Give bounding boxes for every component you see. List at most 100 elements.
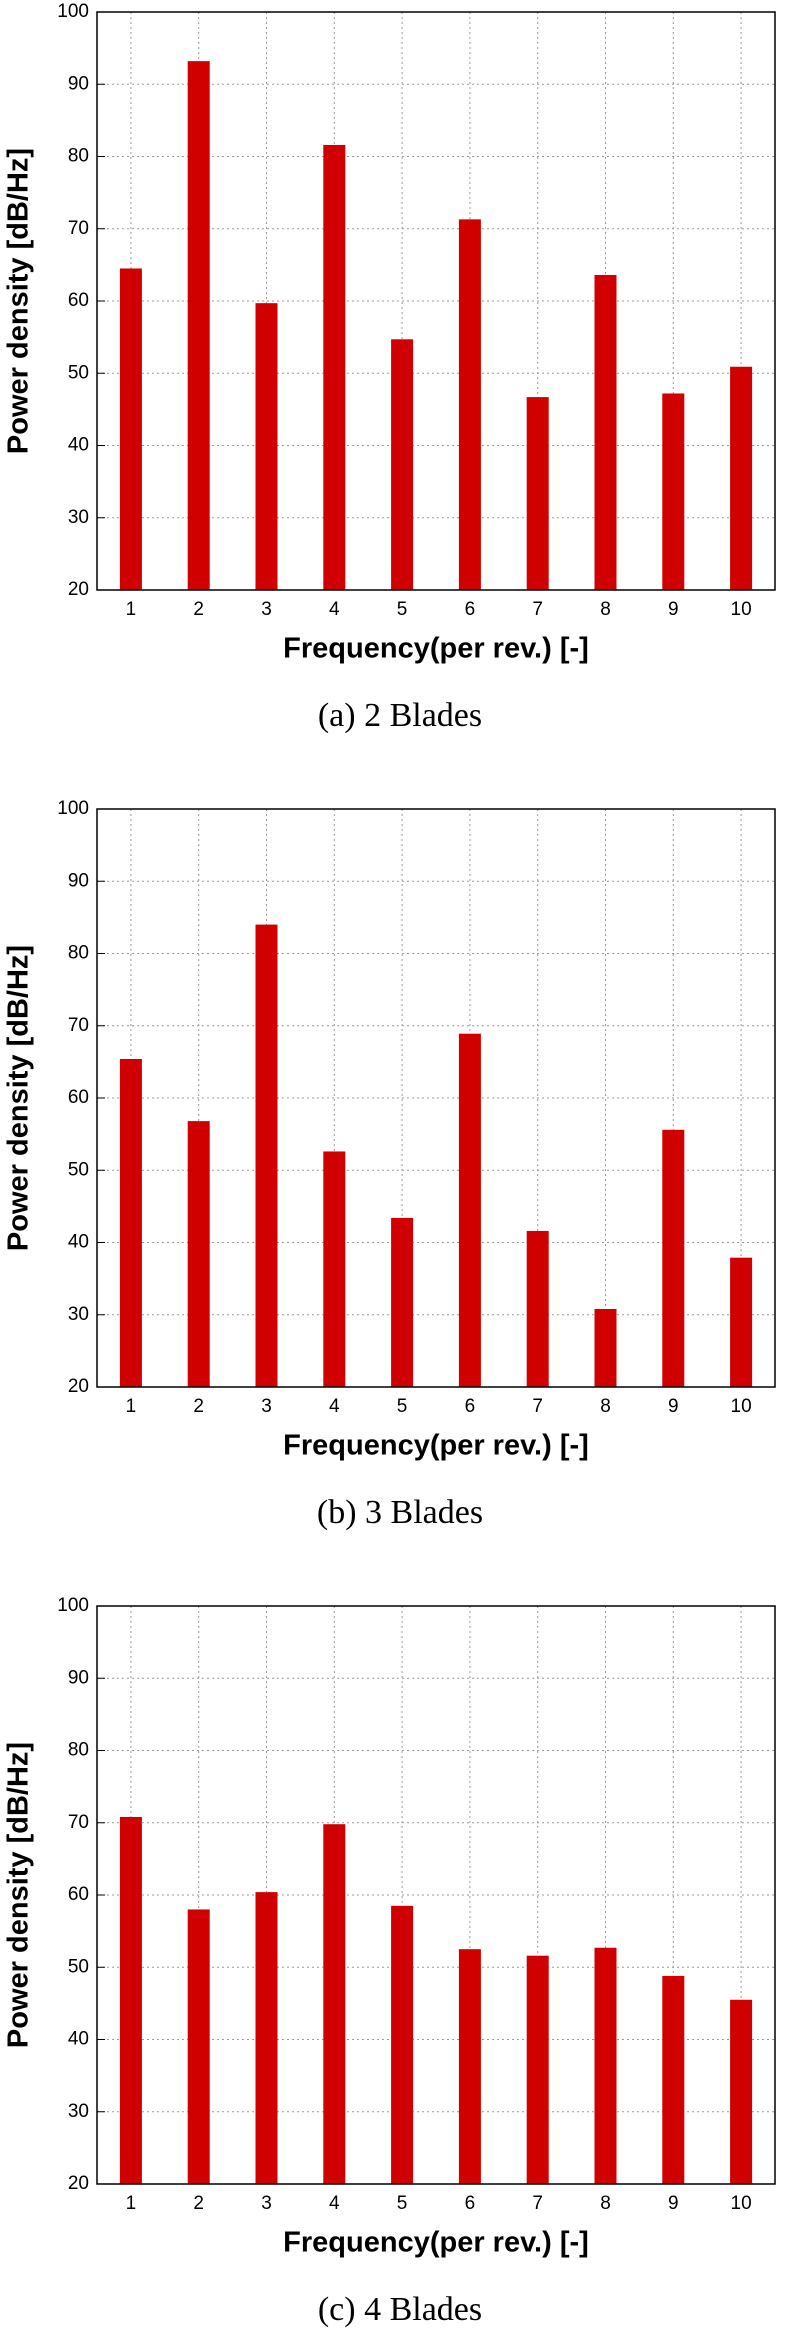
y-tick-label: 70 xyxy=(68,218,89,239)
plot-frame xyxy=(96,1605,776,2185)
x-tick-label: 8 xyxy=(600,2193,611,2214)
y-tick-label: 80 xyxy=(68,146,89,167)
y-tick-label: 90 xyxy=(68,73,89,94)
bar xyxy=(458,1949,481,2184)
plot-frame xyxy=(96,808,776,1388)
bar xyxy=(187,1909,210,2184)
bar xyxy=(662,1975,685,2184)
bar xyxy=(526,397,549,590)
x-tick-label: 2 xyxy=(193,1396,204,1417)
bar xyxy=(594,1947,617,2184)
x-axis-label: Frequency(per rev.) [-] xyxy=(283,633,589,665)
bar xyxy=(323,1824,346,2184)
x-tick-label: 6 xyxy=(465,599,476,620)
x-tick-label: 1 xyxy=(126,599,137,620)
bar xyxy=(187,1121,210,1387)
x-tick-label: 10 xyxy=(731,2193,752,2214)
x-tick-label: 6 xyxy=(465,2193,476,2214)
x-tick-label: 1 xyxy=(126,2193,137,2214)
y-tick-label: 60 xyxy=(68,1884,89,1905)
y-tick-label: 30 xyxy=(68,2101,89,2122)
x-tick-label: 2 xyxy=(193,2193,204,2214)
y-tick-label: 30 xyxy=(68,1304,89,1325)
bar xyxy=(391,1217,414,1387)
y-tick-label: 50 xyxy=(68,1159,89,1180)
bar xyxy=(323,1151,346,1387)
x-tick-label: 5 xyxy=(397,599,408,620)
x-tick-label: 6 xyxy=(465,1396,476,1417)
y-axis-label: Power density [dB/Hz] xyxy=(3,1742,35,2048)
x-tick-label: 7 xyxy=(532,2193,543,2214)
x-tick-label: 10 xyxy=(731,599,752,620)
y-tick-label: 100 xyxy=(57,798,89,819)
x-tick-label: 2 xyxy=(193,599,204,620)
bar xyxy=(526,1955,549,2184)
x-tick-label: 7 xyxy=(532,599,543,620)
y-tick-label: 20 xyxy=(68,1376,89,1397)
bar xyxy=(594,274,617,590)
y-tick-label: 60 xyxy=(68,290,89,311)
bar xyxy=(526,1230,549,1387)
bar xyxy=(730,1257,753,1387)
x-tick-label: 9 xyxy=(668,1396,679,1417)
y-tick-label: 20 xyxy=(68,579,89,600)
y-tick-label: 100 xyxy=(57,1,89,22)
bar xyxy=(662,1129,685,1387)
y-tick-label: 40 xyxy=(68,1232,89,1253)
y-tick-label: 60 xyxy=(68,1087,89,1108)
bar xyxy=(119,268,142,590)
x-tick-label: 1 xyxy=(126,1396,137,1417)
plot-frame xyxy=(96,11,776,591)
x-tick-label: 3 xyxy=(261,2193,272,2214)
caption: (a) 2 Blades xyxy=(318,697,482,734)
y-tick-label: 40 xyxy=(68,435,89,456)
bar xyxy=(391,339,414,590)
bar xyxy=(119,1816,142,2184)
bar xyxy=(255,303,278,590)
x-tick-label: 4 xyxy=(329,2193,340,2214)
bar xyxy=(323,144,346,590)
bar xyxy=(119,1058,142,1387)
x-tick-label: 4 xyxy=(329,1396,340,1417)
x-axis-label: Frequency(per rev.) [-] xyxy=(283,2227,589,2259)
bar xyxy=(255,924,278,1387)
bar xyxy=(391,1905,414,2184)
bar xyxy=(458,219,481,591)
x-tick-label: 9 xyxy=(668,2193,679,2214)
x-tick-label: 3 xyxy=(261,1396,272,1417)
x-axis-label: Frequency(per rev.) [-] xyxy=(283,1430,589,1462)
y-tick-label: 80 xyxy=(68,943,89,964)
y-tick-label: 50 xyxy=(68,362,89,383)
x-tick-label: 3 xyxy=(261,599,272,620)
y-tick-label: 30 xyxy=(68,507,89,528)
x-tick-label: 8 xyxy=(600,1396,611,1417)
x-tick-label: 9 xyxy=(668,599,679,620)
y-tick-label: 80 xyxy=(68,1740,89,1761)
x-tick-label: 4 xyxy=(329,599,340,620)
bar xyxy=(730,1999,753,2184)
bar xyxy=(187,61,210,590)
y-tick-label: 90 xyxy=(68,1667,89,1688)
bar xyxy=(662,393,685,590)
y-tick-label: 50 xyxy=(68,1956,89,1977)
x-tick-label: 5 xyxy=(397,1396,408,1417)
y-tick-label: 40 xyxy=(68,2029,89,2050)
y-tick-label: 90 xyxy=(68,870,89,891)
x-tick-label: 7 xyxy=(532,1396,543,1417)
bar xyxy=(594,1308,617,1387)
y-axis-label: Power density [dB/Hz] xyxy=(3,148,35,454)
y-tick-label: 70 xyxy=(68,1015,89,1036)
bar xyxy=(255,1892,278,2184)
y-tick-label: 70 xyxy=(68,1812,89,1833)
y-axis-label: Power density [dB/Hz] xyxy=(3,945,35,1251)
caption: (c) 4 Blades xyxy=(318,2291,482,2328)
y-tick-label: 20 xyxy=(68,2173,89,2194)
x-tick-label: 10 xyxy=(731,1396,752,1417)
caption: (b) 3 Blades xyxy=(317,1494,483,1531)
bar xyxy=(730,366,753,590)
x-tick-label: 8 xyxy=(600,599,611,620)
y-tick-label: 100 xyxy=(57,1595,89,1616)
x-tick-label: 5 xyxy=(397,2193,408,2214)
bar xyxy=(458,1033,481,1387)
